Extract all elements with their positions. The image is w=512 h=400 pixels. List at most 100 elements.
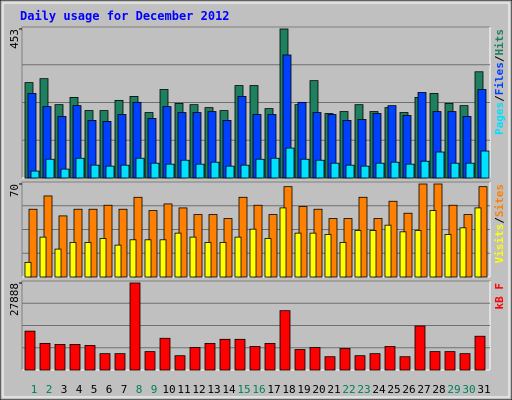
- bar: [144, 351, 156, 371]
- legend-entry: Sites: [493, 184, 506, 217]
- bar: [345, 164, 355, 179]
- bar: [189, 236, 197, 278]
- x-tick-label: 12: [192, 383, 205, 396]
- bar: [420, 160, 430, 179]
- bar: [339, 242, 347, 278]
- bar: [24, 261, 32, 278]
- bar: [150, 162, 160, 179]
- bar: [279, 310, 291, 371]
- bar: [465, 162, 475, 179]
- bar: [480, 150, 490, 179]
- legend-entry: kB F: [493, 283, 506, 310]
- bar: [84, 345, 96, 371]
- bar: [384, 224, 392, 278]
- legend-entry: Hits: [493, 29, 506, 56]
- legend: Visits/Sites: [493, 184, 506, 264]
- x-tick-label: 28: [432, 383, 445, 396]
- bar: [414, 325, 426, 371]
- x-tick-label: 10: [162, 383, 175, 396]
- x-tick-label: 8: [136, 383, 143, 396]
- bar: [384, 346, 396, 371]
- x-tick-label: 13: [207, 383, 220, 396]
- bar: [414, 230, 422, 278]
- bar: [369, 353, 381, 371]
- legend-entry: Files: [493, 62, 506, 95]
- bar: [114, 244, 122, 278]
- bar: [249, 346, 261, 371]
- x-tick-label: 5: [91, 383, 98, 396]
- x-tick-label: 7: [121, 383, 128, 396]
- x-tick-label: 23: [357, 383, 370, 396]
- x-tick-label: 26: [402, 383, 415, 396]
- bar: [330, 162, 340, 179]
- bar: [84, 242, 92, 278]
- x-tick-label: 17: [267, 383, 280, 396]
- bar: [405, 163, 415, 179]
- bar: [354, 230, 362, 278]
- bar: [444, 234, 452, 278]
- bar: [90, 164, 100, 179]
- bar: [60, 168, 70, 179]
- bar: [315, 159, 325, 179]
- y-max-label: 453: [8, 29, 21, 49]
- bar: [118, 208, 128, 278]
- x-tick-label: 22: [342, 383, 355, 396]
- bar: [294, 232, 302, 278]
- legend-separator: /: [493, 95, 506, 102]
- bar: [285, 147, 295, 179]
- x-tick-label: 16: [252, 383, 265, 396]
- bar: [399, 356, 411, 371]
- bar: [219, 338, 231, 371]
- bar: [369, 230, 377, 278]
- bar: [474, 207, 482, 278]
- bar: [264, 342, 276, 371]
- bar: [240, 164, 250, 179]
- bar: [133, 196, 143, 278]
- bar: [54, 344, 66, 371]
- bar: [324, 356, 336, 371]
- bar: [354, 355, 366, 371]
- bar: [105, 165, 115, 179]
- bar: [474, 335, 486, 371]
- bar: [255, 158, 265, 179]
- bar: [219, 242, 227, 278]
- bar: [45, 158, 55, 179]
- bar: [360, 165, 370, 179]
- bar: [165, 163, 175, 179]
- bar: [189, 347, 201, 371]
- bar: [195, 163, 205, 179]
- bar: [39, 236, 47, 278]
- bar: [120, 164, 130, 179]
- bar: [144, 239, 152, 278]
- bar: [309, 232, 317, 278]
- bar: [324, 234, 332, 278]
- x-tick-label: 31: [477, 383, 490, 396]
- legend-separator: /: [493, 217, 506, 224]
- bar: [450, 162, 460, 179]
- x-tick-label: 24: [372, 383, 386, 396]
- bar: [399, 231, 407, 278]
- bar: [264, 238, 272, 278]
- bar: [309, 347, 321, 371]
- bar: [174, 232, 182, 278]
- x-tick-label: 29: [447, 383, 460, 396]
- x-tick-label: 2: [46, 383, 53, 396]
- x-tick-label: 19: [297, 383, 310, 396]
- bar: [204, 242, 212, 278]
- y-max-label: 27888: [8, 283, 21, 316]
- bar: [390, 161, 400, 179]
- x-tick-label: 11: [177, 383, 190, 396]
- bar: [99, 238, 107, 278]
- bar: [30, 170, 40, 179]
- bar: [339, 348, 351, 371]
- x-tick-label: 30: [462, 383, 475, 396]
- bar: [174, 355, 186, 371]
- bar: [249, 228, 257, 278]
- bar: [69, 344, 81, 371]
- x-tick-label: 21: [327, 383, 340, 396]
- bar: [69, 242, 77, 278]
- bar: [225, 165, 235, 179]
- bar: [204, 342, 216, 371]
- x-tick-label: 18: [282, 383, 295, 396]
